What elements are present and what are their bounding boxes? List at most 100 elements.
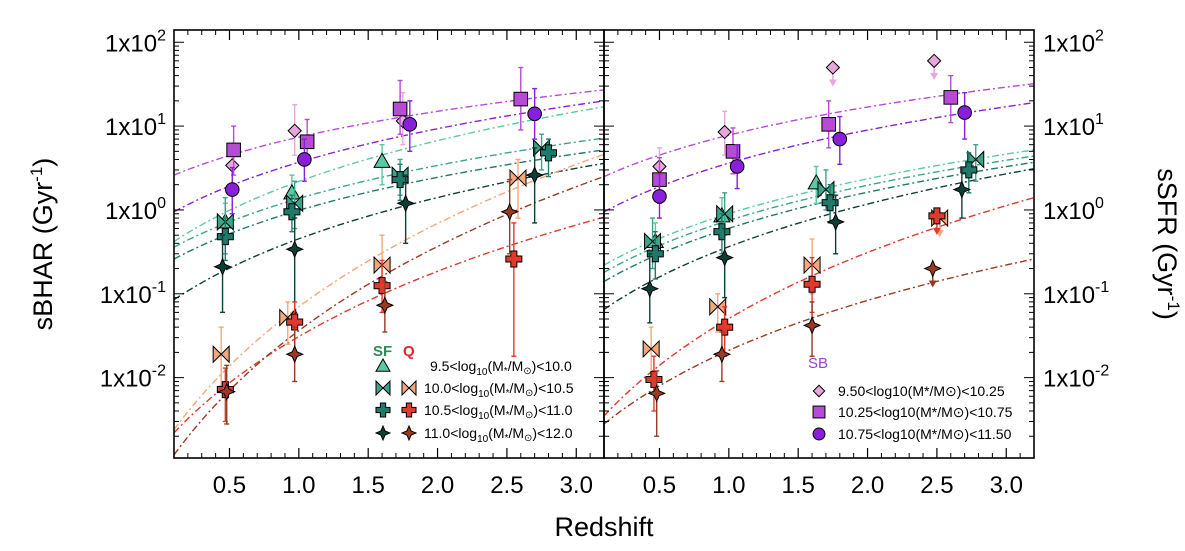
left-q4-point-0 bbox=[217, 382, 236, 401]
right-fit-line-1 bbox=[603, 102, 1035, 213]
left-sb2-point-2 bbox=[392, 101, 408, 117]
left-q3-point-3 bbox=[505, 250, 523, 268]
right-sb3-point-0 bbox=[652, 189, 667, 204]
x-tick-labels: 0.5 1.0 1.5 2.0 2.5 3.0 0.5 1.0 1.5 2.0 2.5 3.0 bbox=[213, 472, 1023, 499]
left-sb3-point-0 bbox=[224, 182, 240, 197]
left-q3-point-1 bbox=[286, 313, 304, 331]
right-q4-point-3 bbox=[923, 259, 943, 278]
right-legend: SB 9.50<log10(M*/M⊙)<10.25 10.25<log10(M*… bbox=[808, 355, 1013, 442]
legend-label-2: 10.5<log10(M*/M⊙)<11.0 bbox=[424, 402, 573, 422]
legend-sb-marker-0 bbox=[812, 384, 826, 398]
left-legend-markers bbox=[374, 357, 418, 442]
left-legend-labels: 9.5<log10(M*/M⊙)<10.010.0<log10(M*/M⊙)<1… bbox=[424, 358, 574, 445]
right-legend-markers bbox=[812, 384, 826, 441]
right-y-tick-label-3: 1x10-1 bbox=[1043, 279, 1109, 309]
left-panel-fit-lines bbox=[173, 89, 605, 456]
right-q3-upper-limit-arrow-3 bbox=[932, 227, 941, 235]
left-fit-line-7 bbox=[173, 216, 605, 434]
right-sb3-point-1 bbox=[729, 159, 745, 174]
left-y-tick-label-0: 1x102 bbox=[105, 27, 166, 57]
left-sb3-point-2 bbox=[402, 117, 418, 132]
right-panel-frame bbox=[603, 29, 1035, 459]
left-sb3-point-1 bbox=[297, 152, 312, 167]
left-sf4-point-2 bbox=[396, 194, 415, 213]
legend-label-3: 11.0<log10(M*/M⊙)<12.0 bbox=[424, 425, 573, 445]
left-y-axis-label: sBHAR (Gyr-1) bbox=[27, 158, 58, 331]
legend-sf-marker-0 bbox=[375, 357, 391, 372]
legend-sb-marker-2 bbox=[812, 427, 826, 441]
right-sb3-point-2 bbox=[832, 131, 848, 147]
left-sf4-point-1 bbox=[285, 239, 304, 259]
left-x-tick-label-3: 2.0 bbox=[421, 472, 454, 499]
right-panel-data-points bbox=[640, 53, 985, 437]
left-q2-point-0 bbox=[212, 345, 230, 364]
right-q4-point-0 bbox=[647, 384, 666, 403]
left-x-tick-label-1: 1.0 bbox=[282, 472, 315, 499]
legend-sb-label-1: 10.25<log10(M*/M⊙)<10.75 bbox=[838, 404, 1013, 420]
left-sf3-point-2 bbox=[391, 171, 409, 189]
left-sb2-point-0 bbox=[226, 142, 241, 158]
left-sf1-point-2 bbox=[373, 152, 391, 168]
legend-label-1: 10.0<log10(M*/M⊙)<10.5 bbox=[424, 380, 574, 400]
right-fit-line-7 bbox=[603, 258, 1035, 425]
legend-q-marker-3 bbox=[400, 424, 418, 442]
left-fit-line-4 bbox=[173, 149, 605, 260]
left-q4-point-2 bbox=[375, 295, 395, 315]
right-sf4-point-0 bbox=[640, 279, 660, 298]
left-y-tick-label-2: 1x100 bbox=[105, 195, 166, 225]
right-x-tick-label-3: 2.0 bbox=[851, 472, 884, 499]
left-panel-data-points bbox=[212, 66, 558, 425]
right-sb1-point-3 bbox=[926, 53, 942, 69]
left-y-tick-label-4: 1x10-2 bbox=[100, 363, 166, 393]
left-y-tick-label-1: 1x101 bbox=[105, 111, 166, 141]
left-sf4-point-3 bbox=[525, 165, 544, 185]
legend-sf-marker-1 bbox=[375, 379, 391, 397]
right-sf3-point-3 bbox=[960, 161, 978, 179]
axis-ticks bbox=[174, 30, 1034, 458]
right-fit-line-0 bbox=[603, 83, 1035, 178]
right-sb1-upper-limit-arrow-3 bbox=[930, 72, 939, 80]
left-fit-line-0 bbox=[173, 89, 605, 176]
left-sb2-point-3 bbox=[513, 91, 529, 107]
left-sf3-point-3 bbox=[540, 144, 558, 162]
left-fit-line-6 bbox=[173, 153, 605, 431]
right-fit-line-5 bbox=[603, 168, 1035, 311]
right-q3-point-3 bbox=[928, 207, 946, 225]
right-q4-point-1 bbox=[712, 344, 732, 364]
left-sb1-point-1 bbox=[287, 123, 302, 139]
legend-sf-header: SF bbox=[373, 343, 392, 360]
left-fit-line-8 bbox=[173, 175, 605, 456]
left-x-tick-label-0: 0.5 bbox=[213, 472, 246, 499]
right-x-tick-label-4: 2.5 bbox=[920, 472, 953, 499]
legend-sf-marker-2 bbox=[375, 402, 391, 418]
right-legend-labels: 9.50<log10(M*/M⊙)<10.25 10.25<log10(M*/M⊙… bbox=[838, 383, 1013, 442]
right-x-tick-label-2: 1.5 bbox=[782, 472, 815, 499]
right-y-tick-label-1: 1x101 bbox=[1043, 111, 1104, 141]
right-q2-point-1 bbox=[709, 297, 727, 316]
right-x-tick-label-0: 0.5 bbox=[643, 472, 676, 499]
right-sb2-point-2 bbox=[821, 117, 837, 132]
left-x-tick-label-2: 1.5 bbox=[352, 472, 385, 499]
left-legend: SF Q 9.5<log10(M*/M⊙)<10.010.0<log10(M*/… bbox=[373, 343, 574, 445]
left-fit-line-5 bbox=[173, 162, 605, 301]
right-sb1-point-1 bbox=[717, 124, 732, 140]
left-sb2-point-1 bbox=[299, 134, 315, 150]
legend-sb-label-0: 9.50<log10(M*/M⊙)<10.25 bbox=[838, 383, 1005, 399]
left-fit-line-1 bbox=[173, 100, 605, 213]
right-x-tick-label-5: 3.0 bbox=[990, 472, 1023, 499]
right-sb1-point-2 bbox=[825, 60, 841, 75]
legend-q-header: Q bbox=[403, 343, 415, 360]
right-q3-point-1 bbox=[716, 318, 734, 336]
right-sf2-point-1 bbox=[716, 204, 734, 223]
right-q4-upper-limit-arrow-3 bbox=[928, 280, 937, 288]
right-y-tick-label-2: 1x100 bbox=[1043, 195, 1104, 225]
left-sf3-point-0 bbox=[216, 228, 234, 246]
right-sf4-point-2 bbox=[826, 212, 845, 232]
x-axis-label: Redshift bbox=[554, 512, 654, 542]
right-sf4-point-1 bbox=[715, 248, 734, 267]
legend-sb-header: SB bbox=[808, 355, 828, 372]
legend-sb-marker-1 bbox=[812, 405, 826, 419]
legend-sb-label-2: 10.75<log10(M*/M⊙)<11.50 bbox=[838, 426, 1012, 442]
right-q4-point-2 bbox=[802, 316, 822, 335]
